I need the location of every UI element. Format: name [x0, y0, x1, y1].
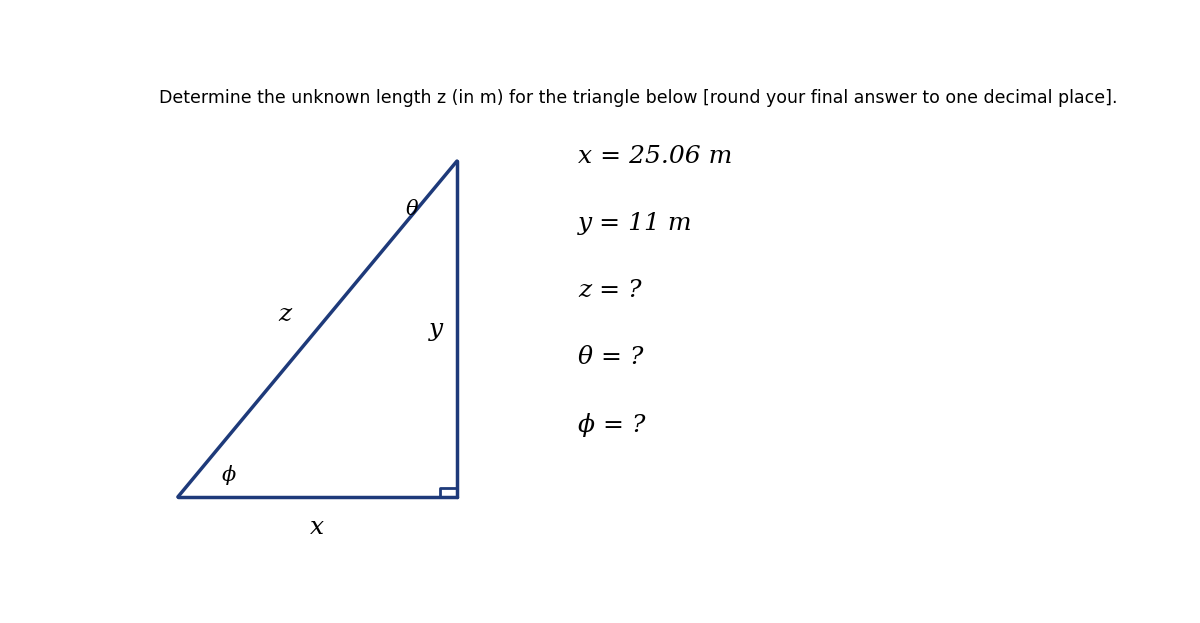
Text: θ = ?: θ = ?	[578, 346, 643, 369]
Text: z: z	[278, 303, 292, 326]
Text: x = 25.06 m: x = 25.06 m	[578, 145, 732, 168]
Text: Determine the unknown length z (in m) for the triangle below [round your final a: Determine the unknown length z (in m) fo…	[160, 89, 1118, 107]
Text: z = ?: z = ?	[578, 279, 641, 302]
Text: y = 11 m: y = 11 m	[578, 212, 692, 235]
Text: ϕ: ϕ	[222, 465, 236, 485]
Text: x: x	[311, 516, 324, 539]
Text: y: y	[428, 318, 443, 341]
Text: θ: θ	[406, 199, 419, 219]
Text: ϕ = ?: ϕ = ?	[578, 413, 646, 437]
